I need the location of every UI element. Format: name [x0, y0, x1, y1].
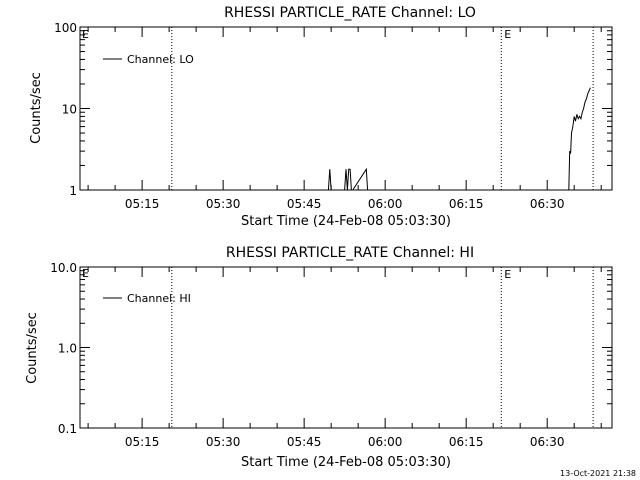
panel-hi-corner-label: E: [82, 267, 89, 280]
series-line: [327, 87, 591, 191]
panel-hi-markers: E: [171, 267, 594, 428]
x-tick-label: 05:15: [125, 435, 160, 449]
panel-lo: RHESSI PARTICLE_RATE Channel: LO Counts/…: [29, 5, 613, 229]
panel-lo-markers: E: [171, 27, 594, 190]
panel-lo-ylabel: Counts/sec: [29, 72, 44, 144]
panel-hi-ylabel: Counts/sec: [25, 312, 40, 384]
x-tick-label: 05:45: [287, 435, 322, 449]
y-tick-label: 1.0: [58, 342, 77, 356]
panel-hi-title: RHESSI PARTICLE_RATE Channel: HI: [226, 245, 474, 261]
panel-hi-y-axis: 0.1 1.0 10.0: [50, 261, 612, 436]
x-tick-label: 06:30: [530, 435, 565, 449]
x-tick-label: 06:30: [530, 197, 565, 211]
panel-lo-plot-frame: [79, 26, 613, 191]
panel-hi-legend-label: Channel: HI: [127, 292, 191, 305]
x-tick-label: 06:00: [368, 197, 403, 211]
marker-label: E: [504, 268, 511, 281]
x-tick-label: 05:30: [206, 197, 241, 211]
panel-lo-legend-label: Channel: LO: [127, 53, 194, 66]
y-tick-label: 0.1: [58, 422, 77, 436]
footer-timestamp: 13-Oct-2021 21:38: [560, 469, 636, 478]
panel-lo-corner-label: E: [82, 28, 89, 41]
x-tick-label: 06:00: [368, 435, 403, 449]
panel-lo-title: RHESSI PARTICLE_RATE Channel: LO: [224, 5, 476, 21]
x-tick-label: 06:15: [449, 435, 484, 449]
y-tick-label: 10.0: [50, 261, 77, 275]
panel-hi-x-axis: 05:15 05:30 05:45 06:00 06:15 06:30: [87, 267, 602, 449]
y-tick-label: 100: [54, 21, 77, 35]
x-tick-label: 05:30: [206, 435, 241, 449]
marker-label: E: [504, 28, 511, 41]
x-tick-label: 05:45: [287, 197, 322, 211]
panel-lo-xlabel: Start Time (24-Feb-08 05:03:30): [241, 214, 451, 229]
x-tick-label: 06:15: [449, 197, 484, 211]
y-tick-label: 1: [69, 184, 77, 198]
panel-lo-x-axis: 05:15 05:30 05:45 06:00 06:15 06:30: [87, 27, 602, 211]
panel-lo-series: [327, 87, 591, 191]
panel-lo-y-axis: 1 10 100: [54, 21, 612, 198]
y-tick-label: 10: [62, 103, 77, 117]
x-tick-label: 05:15: [125, 197, 160, 211]
panel-hi: RHESSI PARTICLE_RATE Channel: HI Counts/…: [25, 245, 613, 470]
panel-hi-xlabel: Start Time (24-Feb-08 05:03:30): [241, 455, 451, 470]
